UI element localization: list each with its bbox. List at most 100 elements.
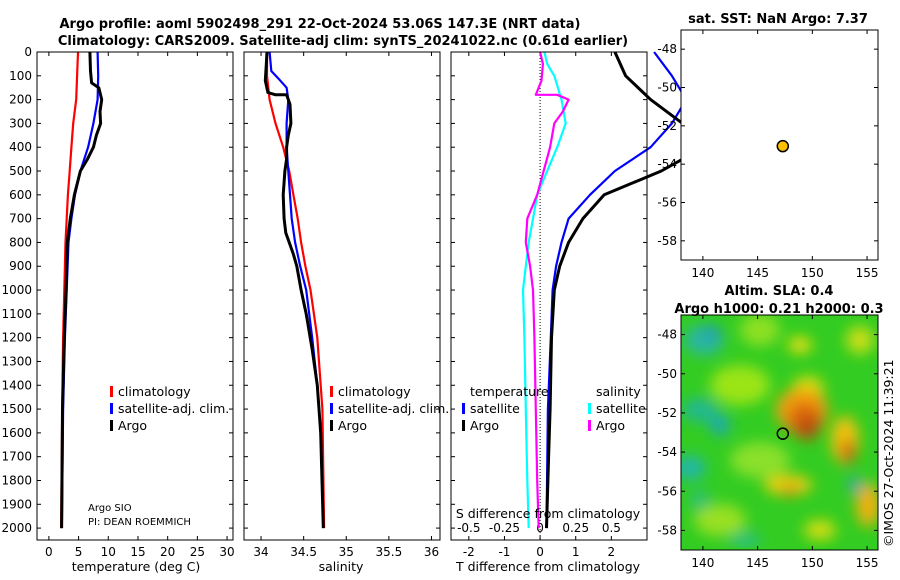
salinity-legend: climatology satellite-adj. clim. Argo [330,384,449,433]
sla-map-panel: 140 145 150 155 -48 -50 -52 -54 -56 -58 [657,314,879,570]
y-tick-label: 100 [9,69,32,83]
salinity-panel: 34 34.5 35 35.5 36 [243,51,441,559]
x-tick-label: 25 [190,545,205,559]
temperature-panel: 0 5 10 15 20 25 300100200300400500600700800900… [1,45,234,559]
sla-map-title-line2: Argo h1000: 0.21 h2000: 0.3 [674,302,883,317]
heatmap-patch [682,398,718,422]
y-tick-label: -52 [657,406,677,420]
heatmap-blobs [681,315,878,548]
y-tick-label: 200 [9,93,32,107]
plot-border [36,51,234,541]
x2-tick-label: -0.5 [457,521,480,535]
x-tick-label: 36 [424,545,439,559]
legend-swatch-satellite [330,403,333,414]
plot-border [450,51,648,541]
heatmap-patch [848,478,862,492]
figure-title-line2: Climatology: CARS2009. Satellite-adj cli… [58,34,628,49]
series-line [524,51,570,529]
legend-swatch-temp-satellite [462,403,465,414]
x-tick-label: 150 [801,556,824,570]
y-tick-label: -48 [657,42,677,56]
x-tick-label: 34.5 [290,545,317,559]
x-tick-label: 140 [691,556,714,570]
y-tick-label: 0 [24,45,32,59]
x-tick-label: 10 [101,545,116,559]
y-tick-label: 400 [9,140,32,154]
x-tick-label: 35.5 [376,545,403,559]
heatmap-patch [729,532,761,548]
x2-tick-label: 0.5 [602,521,621,535]
legend-label-climatology: climatology [338,384,411,399]
legend-label-climatology: climatology [118,384,191,399]
y-tick-label: 1100 [1,307,32,321]
heatmap-patch [846,326,874,354]
sla-map-title-line1: Altim. SLA: 0.4 [725,284,834,299]
y-tick-label: 500 [9,164,32,178]
y-tick-label: 1600 [1,426,32,440]
legend-label-temp-satellite: satellite [470,401,520,416]
y-tick-label: -52 [657,119,677,133]
series-line [263,51,325,529]
y-tick-label: 900 [9,259,32,273]
y-tick-label: -56 [657,196,677,210]
series-line [545,51,706,529]
legend-label-temp-argo: Argo [470,418,499,433]
sst-map-panel: 140 145 150 155 -48 -50 -52 -54 -56 -58 [657,29,879,280]
x-tick-label: 20 [160,545,175,559]
y-tick-label: 1200 [1,331,32,345]
heatmap-patch [705,326,719,338]
series-line [60,51,104,529]
difference-x2label: S difference from climatology [456,506,641,521]
y-tick-label: 1400 [1,378,32,392]
salinity-xlabel: salinity [319,559,364,574]
y-tick-label: -50 [657,367,677,381]
x-tick-label: 5 [75,545,83,559]
heatmap-patch [788,337,812,353]
heatmap-patch [730,442,790,478]
x2-tick-label: 0 [536,521,544,535]
x-tick-label: -1 [498,545,510,559]
credit-line2: PI: DEAN ROEMMICH [88,517,191,528]
plot-frame [36,51,234,541]
y-tick-label: -48 [657,328,677,342]
legend-swatch-argo [110,420,113,431]
heatmap-patch [780,484,800,496]
y-tick-label: -54 [657,445,677,459]
y-tick-label: -58 [657,234,677,248]
x-tick-label: -2 [463,545,475,559]
legend-label-sal-argo: Argo [596,418,625,433]
y-tick-label: -54 [657,157,677,171]
y-tick-label: 300 [9,116,32,130]
heatmap-patch [690,490,710,510]
sla-heatmap [681,315,878,550]
y-tick-label: 1000 [1,283,32,297]
legend-swatch-climatology [330,386,333,397]
x-tick-label: 145 [746,556,769,570]
legend-label-argo: Argo [118,418,147,433]
difference-legend: temperature salinity satellite Argo sate… [462,384,646,433]
x-tick-label: 30 [219,545,234,559]
x2-tick-label: -0.25 [489,521,520,535]
figure-title-line1: Argo profile: aoml 5902498_291 22-Oct-20… [60,17,581,32]
y-tick-label: -56 [657,484,677,498]
argo-position-marker [776,427,790,440]
x-tick-label: 145 [746,266,769,280]
y-tick-label: 2000 [1,521,32,535]
heatmap-patch [694,504,746,536]
x2-tick-label: 0.25 [562,521,589,535]
x-tick-label: 2 [608,545,616,559]
legend-swatch-temp-argo [462,420,465,431]
x-tick-label: 0 [45,545,53,559]
legend-label-satellite: satellite-adj. clim. [118,401,229,416]
legend-swatch-argo [330,420,333,431]
legend-header-salinity: salinity [596,384,641,399]
legend-label-argo: Argo [338,418,367,433]
heatmap-patch [798,416,818,440]
difference-xlabel: T difference from climatology [455,559,641,574]
y-tick-label: -58 [657,523,677,537]
y-tick-label: 800 [9,235,32,249]
sst-map-title: sat. SST: NaN Argo: 7.37 [688,12,868,27]
x-tick-label: 15 [130,545,145,559]
heatmap-patch [804,520,836,540]
